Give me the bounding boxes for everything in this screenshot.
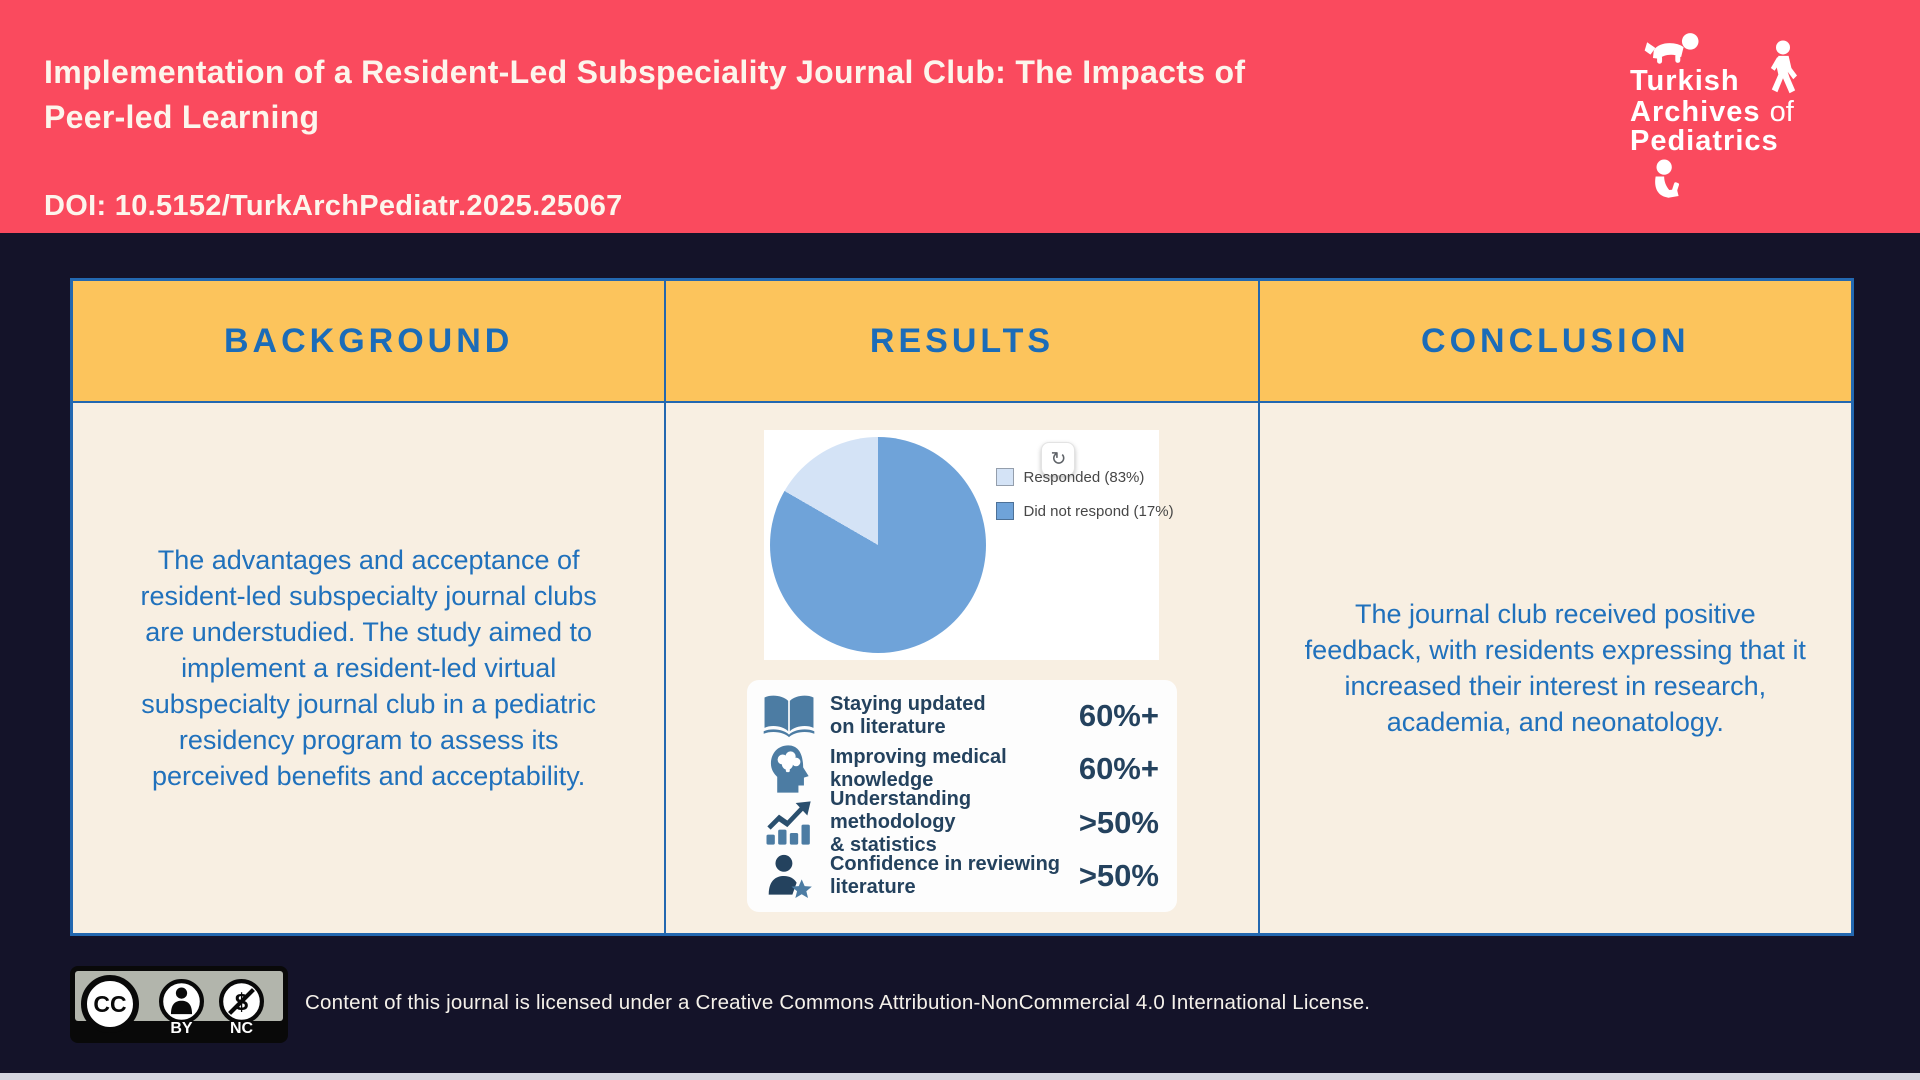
column-header-conclusion: CONCLUSION <box>1259 281 1851 401</box>
chart-increase-icon <box>761 800 817 845</box>
refresh-icon: ↻ <box>1050 448 1067 470</box>
legend-label: Responded (83%) <box>1023 468 1145 486</box>
head-brain-icon <box>761 743 817 795</box>
cc-nc-icon: $ <box>219 979 264 1029</box>
column-header-results: RESULTS <box>666 281 1258 401</box>
header-banner: Implementation of a Resident-Led Subspec… <box>0 0 1920 233</box>
sitting-baby-icon <box>1648 158 1682 205</box>
legend-swatch <box>996 468 1015 486</box>
book-icon <box>761 693 817 739</box>
results-cell: ↻ Responded (83%) Did not respond (17%) <box>666 403 1258 933</box>
background-text: The advantages and acceptance of residen… <box>140 545 597 791</box>
logo-word-of: of <box>1769 96 1794 128</box>
legend-label: Did not respond (17%) <box>1023 502 1174 520</box>
stat-value: >50% <box>1078 857 1159 893</box>
bottom-edge-strip <box>0 1073 1920 1080</box>
cc-nc-label: NC <box>229 1020 254 1037</box>
stat-value: 60%+ <box>1078 698 1159 733</box>
legend-swatch <box>996 502 1015 520</box>
cc-by-icon <box>159 979 204 1029</box>
list-item: Staying updated on literature 60%+ <box>761 690 1159 742</box>
background-cell: The advantages and acceptance of residen… <box>73 403 665 933</box>
logo-word-archives: Archives <box>1630 96 1761 128</box>
person-star-icon <box>761 854 817 898</box>
crawling-baby-icon <box>1643 30 1701 71</box>
logo-word-pediatrics: Pediatrics <box>1630 125 1779 157</box>
walking-child-icon <box>1767 40 1799 101</box>
cc-by-label: BY <box>170 1020 193 1037</box>
stat-value: 60%+ <box>1078 751 1159 787</box>
legend-item-did-not-respond: Did not respond (17%) <box>996 502 1174 520</box>
journal-logo: Turkish Archives of Pediatrics <box>1630 28 1860 213</box>
logo-word-turkish: Turkish <box>1630 65 1740 97</box>
cc-icon: CC <box>81 975 139 1033</box>
list-item: Understanding methodology & statistics >… <box>761 788 1159 856</box>
column-header-background: BACKGROUND <box>73 281 665 401</box>
refresh-button[interactable]: ↻ <box>1041 442 1076 476</box>
list-item: Improving medical knowledge 60%+ <box>761 743 1159 795</box>
legend-item-responded: Responded (83%) <box>996 468 1173 486</box>
cc-license-badge: CC $ BY NC <box>70 966 288 1043</box>
stat-value: >50% <box>1078 804 1159 840</box>
benefits-infographic: Staying updated on literature 60%+ <box>746 680 1177 912</box>
pie-legend: Responded (83%) Did not respond (17%) <box>996 468 1174 520</box>
conclusion-cell: The journal club received positive feedb… <box>1259 403 1851 933</box>
list-item: Confidence in reviewing literature >50% <box>761 850 1159 902</box>
license-text: Content of this journal is licensed unde… <box>305 991 1371 1014</box>
conclusion-text: The journal club received positive feedb… <box>1304 599 1806 737</box>
pie-chart-panel: ↻ Responded (83%) Did not respond (17%) <box>764 430 1174 660</box>
abstract-table: BACKGROUND RESULTS CONCLUSION The advant… <box>70 278 1854 936</box>
article-title: Implementation of a Resident-Led Subspec… <box>44 54 1246 135</box>
doi-text: DOI: 10.5152/TurkArchPediatr.2025.25067 <box>44 190 623 222</box>
pie-chart <box>770 437 987 653</box>
